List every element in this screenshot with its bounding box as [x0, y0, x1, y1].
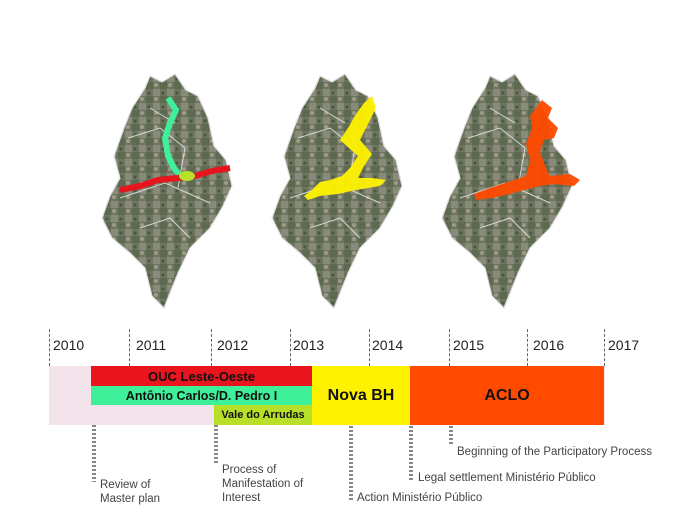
year-separator — [369, 329, 370, 366]
year-separator — [49, 329, 50, 366]
marker-review — [92, 425, 96, 482]
year-separator — [211, 329, 212, 366]
year-label: 2015 — [453, 337, 485, 353]
marker-action — [349, 426, 353, 501]
map-aclo — [441, 73, 580, 309]
annotation-line: Process of — [222, 464, 277, 476]
annotation-line: Master plan — [100, 493, 161, 505]
year-label: 2016 — [533, 337, 565, 353]
bar-antonio-carlos: Antônio Carlos/D. Pedro I — [91, 386, 312, 405]
map-ouc-antonio — [101, 73, 233, 309]
year-label: 2012 — [217, 337, 249, 353]
annotation-process: Process of Manifestation of Interest — [222, 463, 303, 505]
bar-ouc-leste-oeste: OUC Leste-Oeste — [91, 366, 312, 386]
year-separator — [449, 329, 450, 366]
year-label: 2011 — [136, 337, 167, 353]
year-label: 2013 — [293, 337, 325, 353]
bar-vale-do-arrudas: Vale do Arrudas — [214, 405, 312, 425]
annotation-action: Action Ministério Público — [357, 492, 483, 504]
annotation-legal: Legal settlement Ministério Público — [418, 472, 596, 484]
year-separator — [290, 329, 291, 366]
annotation-line: Manifestation of — [222, 478, 304, 490]
marker-process — [214, 425, 218, 463]
year-label: 2014 — [372, 337, 404, 353]
year-separator — [129, 329, 130, 366]
year-separator — [527, 329, 528, 366]
city-maps — [101, 73, 580, 309]
annotation-line: Interest — [222, 492, 261, 504]
year-label: 2010 — [53, 337, 85, 353]
bar-nova-bh: Nova BH — [312, 366, 410, 425]
annotation-beginning: Beginning of the Participatory Process — [457, 446, 652, 458]
year-label: 2017 — [608, 337, 640, 353]
map-nova-bh — [271, 73, 403, 309]
year-separator — [604, 329, 605, 366]
annotation-line: Review of — [100, 479, 151, 491]
marker-legal — [409, 426, 413, 482]
marker-beginning — [449, 426, 453, 446]
bar-aclo: ACLO — [410, 366, 604, 425]
annotation-review: Review of Master plan — [100, 478, 160, 506]
